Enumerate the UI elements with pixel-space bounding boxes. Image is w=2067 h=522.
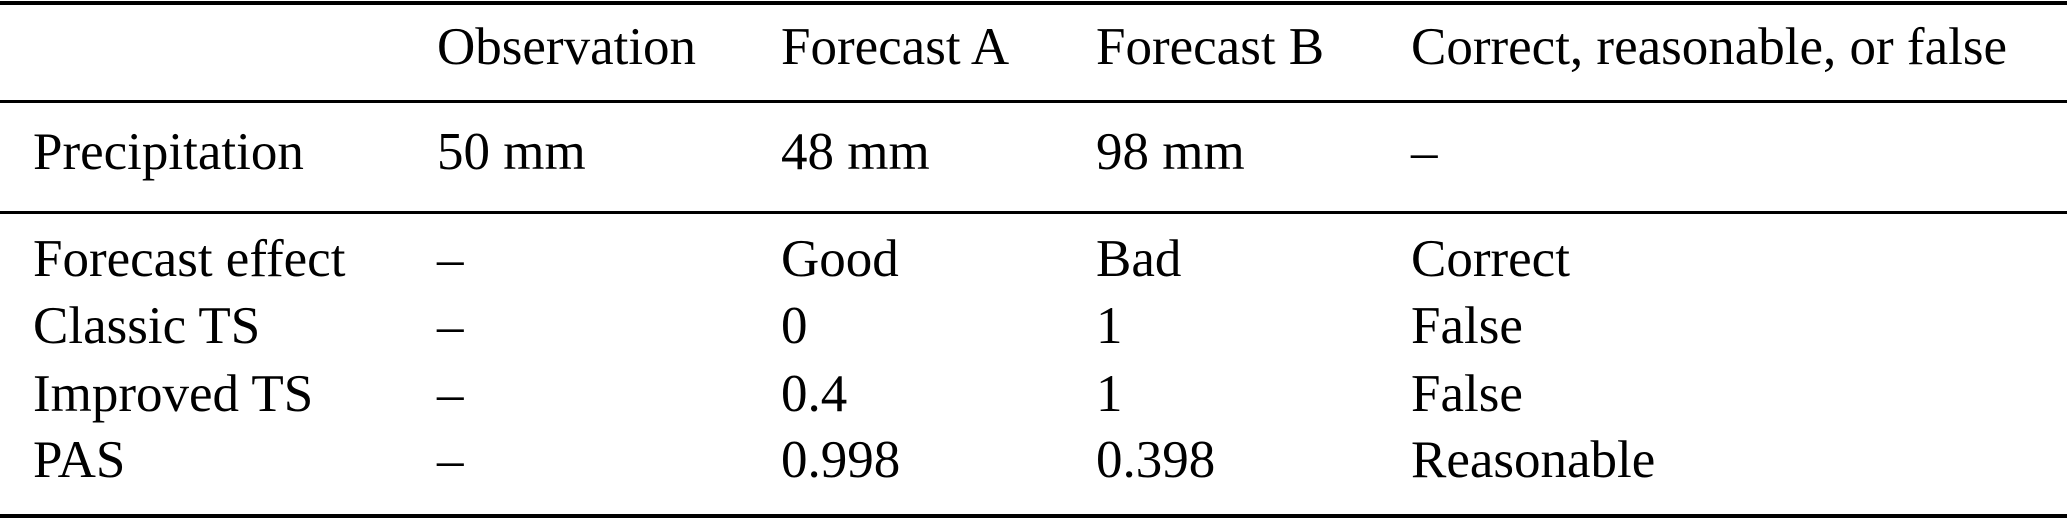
table-cell: – [437, 431, 464, 489]
table-cell: 98 mm [1096, 123, 1245, 181]
table-cell: – [437, 365, 464, 423]
table-row: Forecast effect – Good Bad Correct [0, 229, 2067, 289]
table-cell: Correct [1411, 230, 1570, 288]
table-cell: False [1411, 365, 1523, 423]
rule-bottom [0, 514, 2067, 518]
table-cell: 0 [781, 297, 808, 355]
table-cell: Reasonable [1411, 431, 1656, 489]
table-cell: 0.4 [781, 365, 848, 423]
table-cell: – [437, 297, 464, 355]
table-cell: False [1411, 297, 1523, 355]
row-label: PAS [33, 431, 126, 489]
header-cell-forecast-b: Forecast B [1096, 18, 1325, 76]
table-cell: Good [781, 230, 899, 288]
table-header-row: Observation Forecast A Forecast B Correc… [0, 17, 2067, 77]
row-label: Classic TS [33, 297, 261, 355]
header-cell-assessment: Correct, reasonable, or false [1411, 18, 2007, 76]
table-cell: 0.998 [781, 431, 901, 489]
table-row: Precipitation 50 mm 48 mm 98 mm – [0, 122, 2067, 182]
table-cell: 1 [1096, 365, 1123, 423]
table-cell: – [437, 230, 464, 288]
rule-section-divider [0, 211, 2067, 214]
row-label: Precipitation [33, 123, 304, 181]
table-row: Improved TS – 0.4 1 False [0, 364, 2067, 424]
header-cell-forecast-a: Forecast A [781, 18, 1010, 76]
row-label: Improved TS [33, 365, 314, 423]
table-row: PAS – 0.998 0.398 Reasonable [0, 430, 2067, 490]
header-cell-observation: Observation [437, 18, 697, 76]
table-cell: Bad [1096, 230, 1182, 288]
table-cell: 0.398 [1096, 431, 1216, 489]
table-cell: 1 [1096, 297, 1123, 355]
row-label: Forecast effect [33, 230, 346, 288]
table-row: Classic TS – 0 1 False [0, 296, 2067, 356]
rule-below-header [0, 100, 2067, 103]
table-cell: 50 mm [437, 123, 586, 181]
table-cell: – [1411, 123, 1438, 181]
table-cell: 48 mm [781, 123, 930, 181]
rule-top [0, 1, 2067, 5]
